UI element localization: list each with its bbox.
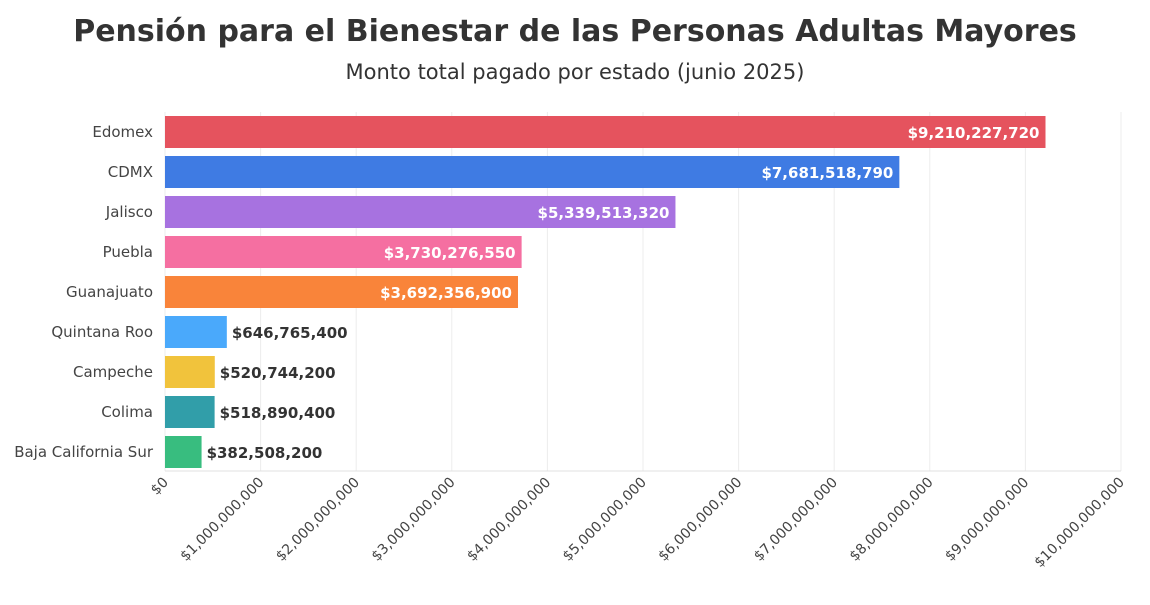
x-tick-label: $1,000,000,000 xyxy=(177,475,267,565)
data-label: $9,210,227,720 xyxy=(908,124,1040,142)
bar-jalisco xyxy=(165,196,676,228)
bar-quintana-roo xyxy=(165,316,227,348)
y-category-label: Quintana Roo xyxy=(51,323,153,341)
data-label: $382,508,200 xyxy=(207,444,323,462)
bar-cdmx xyxy=(165,156,900,188)
x-tick-label: $9,000,000,000 xyxy=(942,475,1032,565)
x-tick-label: $2,000,000,000 xyxy=(273,475,363,565)
y-category-label: Colima xyxy=(101,403,153,421)
data-label: $520,744,200 xyxy=(220,364,336,382)
bar-colima xyxy=(165,396,215,428)
x-tick-label: $5,000,000,000 xyxy=(560,475,650,565)
data-label: $5,339,513,320 xyxy=(538,204,670,222)
y-category-label: CDMX xyxy=(108,163,153,181)
x-tick-label: $3,000,000,000 xyxy=(369,475,459,565)
y-category-label: Guanajuato xyxy=(66,283,153,301)
data-label: $3,692,356,900 xyxy=(380,284,512,302)
bar-baja-california-sur xyxy=(165,436,202,468)
data-label: $3,730,276,550 xyxy=(384,244,516,262)
x-tick-label: $0 xyxy=(148,475,172,499)
chart-title: Pensión para el Bienestar de las Persona… xyxy=(73,14,1077,49)
x-tick-label: $10,000,000,000 xyxy=(1031,475,1127,571)
chart-subtitle: Monto total pagado por estado (junio 202… xyxy=(345,60,805,84)
y-category-label: Puebla xyxy=(103,243,153,261)
x-tick-label: $7,000,000,000 xyxy=(751,475,841,565)
data-label: $518,890,400 xyxy=(220,404,336,422)
x-tick-label: $4,000,000,000 xyxy=(464,475,554,565)
bar-campeche xyxy=(165,356,215,388)
data-label: $646,765,400 xyxy=(232,324,348,342)
data-label: $7,681,518,790 xyxy=(761,164,893,182)
y-category-label: Campeche xyxy=(73,363,153,381)
bar-guanajuato xyxy=(165,276,518,308)
y-category-label: Edomex xyxy=(92,123,153,141)
y-category-label: Jalisco xyxy=(105,203,153,221)
x-tick-label: $8,000,000,000 xyxy=(847,475,937,565)
y-category-label: Baja California Sur xyxy=(14,443,154,461)
bar-edomex xyxy=(165,116,1046,148)
bar-puebla xyxy=(165,236,522,268)
x-tick-label: $6,000,000,000 xyxy=(655,475,745,565)
